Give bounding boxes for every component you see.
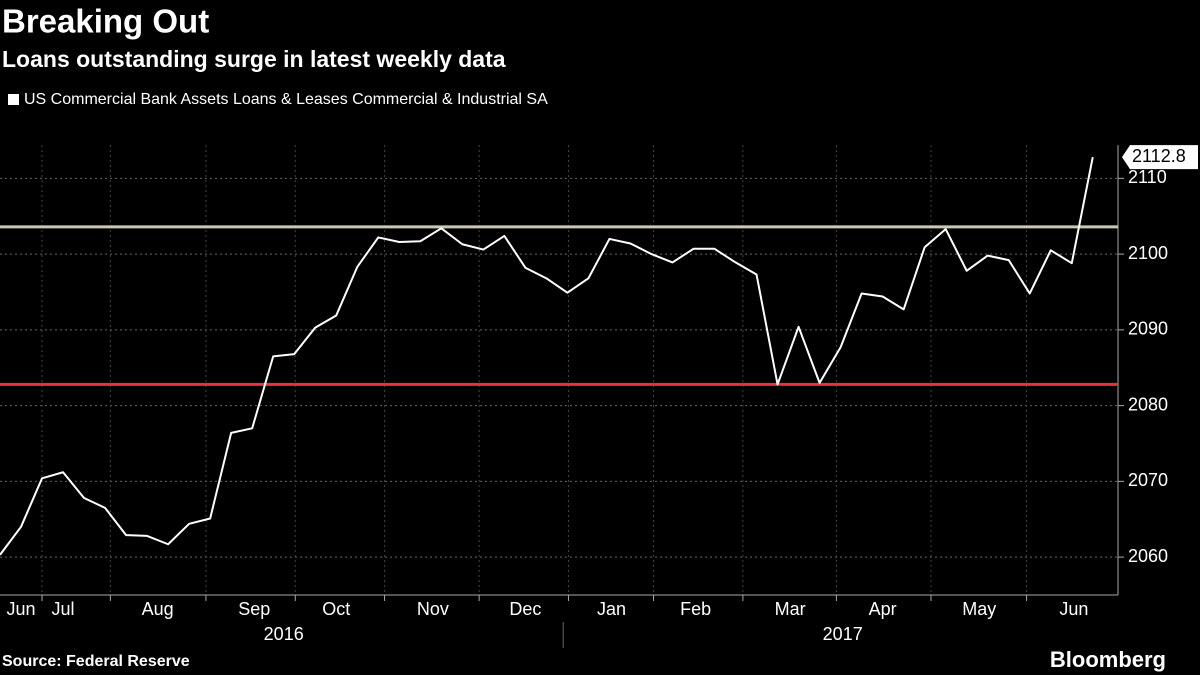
x-tick-label: Aug: [142, 599, 174, 619]
chart-subtitle: Loans outstanding surge in latest weekly…: [2, 46, 506, 72]
y-tick-label: 2060: [1128, 546, 1168, 566]
x-tick-label: Nov: [417, 599, 449, 619]
source: Source: Federal Reserve: [2, 653, 190, 670]
x-tick-label: Jun: [6, 599, 35, 619]
x-tick-label: Dec: [509, 599, 541, 619]
x-tick-label: Feb: [680, 599, 711, 619]
x-tick-label: Jan: [597, 599, 626, 619]
legend-swatch: [8, 94, 19, 105]
y-tick-label: 2090: [1128, 319, 1168, 339]
x-tick-label: May: [962, 599, 996, 619]
last-value-box: [1122, 145, 1198, 170]
last-value-label: 2112.8: [1132, 146, 1186, 166]
x-tick-label: Apr: [869, 599, 897, 619]
chart-title: Breaking Out: [2, 3, 209, 40]
x-tick-label: Mar: [775, 599, 806, 619]
y-tick-label: 2080: [1128, 394, 1168, 414]
y-tick-label: 2070: [1128, 470, 1168, 490]
year-label: 2016: [264, 624, 304, 644]
y-tick-label: 2110: [1128, 167, 1167, 187]
x-tick-label: Sep: [238, 599, 270, 619]
legend-label: US Commercial Bank Assets Loans & Leases…: [24, 91, 548, 108]
brand: Bloomberg: [1050, 647, 1166, 672]
x-tick-label: Oct: [322, 599, 350, 619]
year-label: 2017: [823, 624, 863, 644]
line-series: [0, 156, 1094, 556]
x-tick-label: Jun: [1059, 599, 1088, 619]
y-tick-label: 2100: [1128, 243, 1168, 263]
x-tick-label: Jul: [52, 599, 75, 619]
